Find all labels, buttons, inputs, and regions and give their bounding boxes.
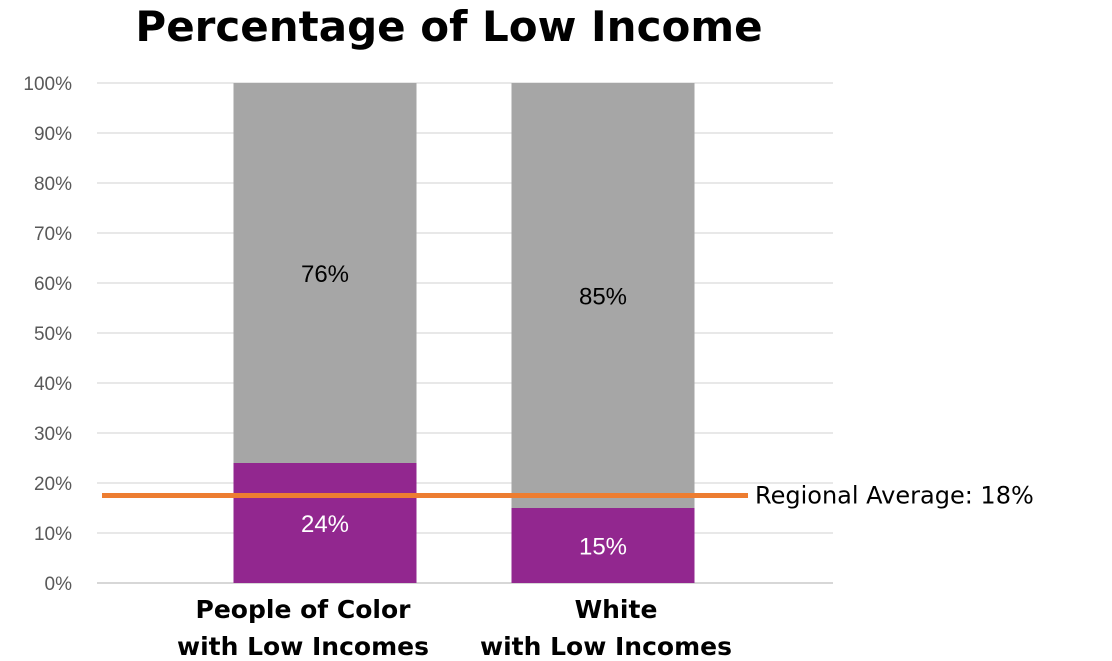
bar-segment [233,463,417,583]
bar-segment [511,508,695,583]
data-label: 85% [579,284,627,311]
y-tick-label: 60% [34,274,72,295]
y-tick-label: 0% [45,574,73,595]
data-label: 15% [579,534,627,561]
category-label: People of Color [196,595,412,624]
data-labels: 24% 76% 15% 85% [301,261,627,561]
y-tick-label: 90% [34,124,72,145]
y-axis-ticks: 0% 10% 20% 30% 40% 50% 60% 70% 80% 90% 100% [23,74,72,595]
category-label: White [575,595,658,624]
y-tick-label: 50% [34,324,72,345]
y-tick-label: 40% [34,374,72,395]
reference-line-label: Regional Average: 18% [755,482,1034,510]
category-label: with Low Incomes [480,632,732,661]
bars [233,83,695,583]
bar-segment [233,83,417,463]
y-tick-label: 70% [34,224,72,245]
y-tick-label: 30% [34,424,72,445]
y-tick-label: 80% [34,174,72,195]
category-labels: People of Color with Low Incomes White with… [177,595,732,661]
data-label: 24% [301,511,349,538]
chart-title: Percentage of Low Income [135,2,763,51]
data-label: 76% [301,261,349,288]
y-tick-label: 20% [34,474,72,495]
category-label: with Low Incomes [177,632,429,661]
y-tick-label: 10% [34,524,72,545]
gridlines [97,82,833,584]
y-tick-label: 100% [23,74,72,95]
reference-line-group: Regional Average: 18% [102,482,1034,510]
bar-segment [511,83,695,508]
